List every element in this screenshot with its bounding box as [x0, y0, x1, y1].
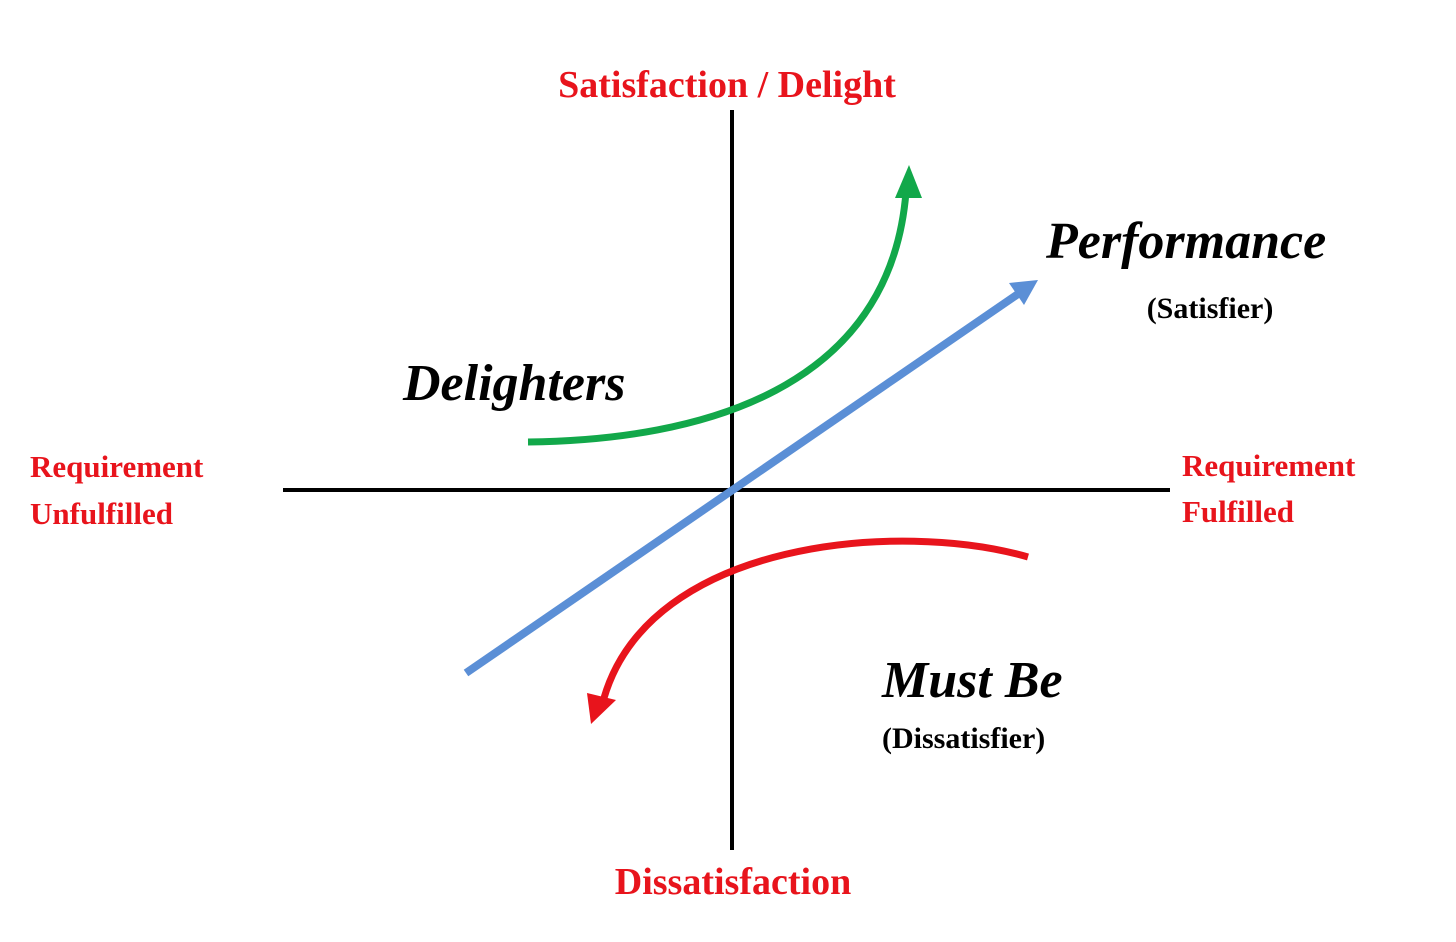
delighters-curve	[527, 191, 910, 446]
left-axis-label: Unfulfilled	[30, 496, 173, 531]
performance-line	[463, 290, 1021, 677]
curve-label: Performance	[1045, 213, 1326, 270]
bottom-axis-label: Dissatisfaction	[615, 861, 851, 903]
delighters-arrowhead	[895, 165, 922, 198]
curve-label: Must Be	[881, 652, 1063, 709]
curve-sublabel: (Satisfier)	[1147, 292, 1274, 325]
top-axis-label: Satisfaction / Delight	[558, 64, 896, 106]
curve-sublabel: (Dissatisfier)	[882, 722, 1045, 755]
right-axis-label: Fulfilled	[1182, 494, 1294, 529]
left-axis-label: Requirement	[30, 449, 204, 484]
performance-arrowhead	[1009, 280, 1038, 305]
right-axis-label: Requirement	[1182, 448, 1356, 483]
must-be-arrowhead	[587, 693, 616, 724]
must-be-curve	[600, 537, 1029, 699]
curve-label: Delighters	[402, 355, 625, 412]
